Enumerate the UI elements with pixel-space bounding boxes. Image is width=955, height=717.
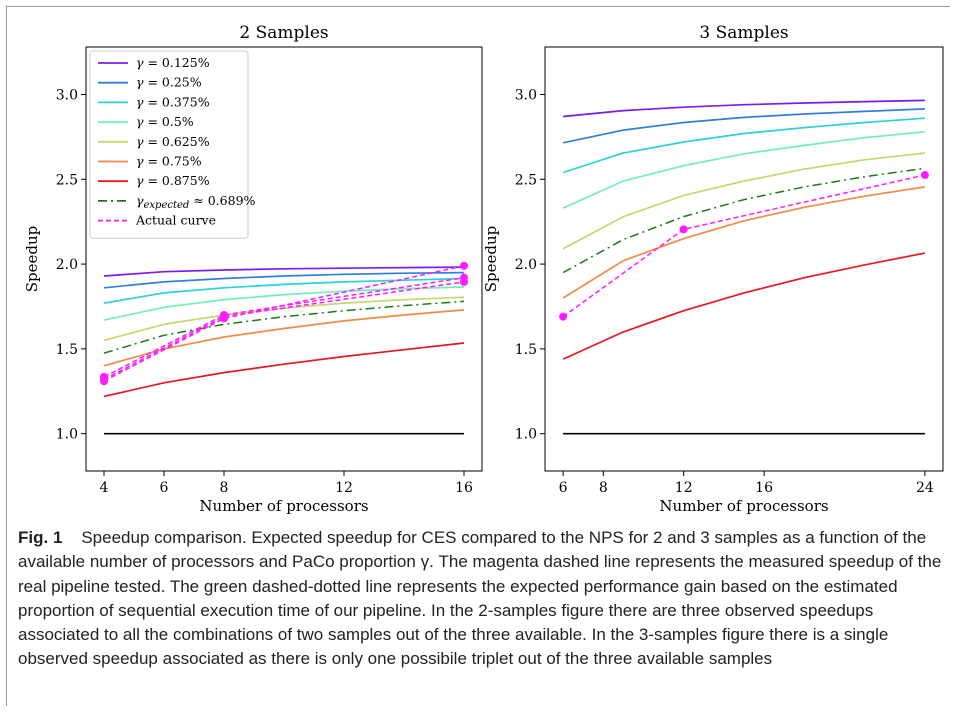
data-point bbox=[100, 375, 108, 384]
caption-text: Speedup comparison. Expected speedup for… bbox=[18, 528, 942, 669]
series-line bbox=[562, 174, 926, 318]
x-tick-label: 8 bbox=[220, 480, 229, 496]
legend-label: γ = 0.75% bbox=[136, 154, 202, 169]
x-axis-label: Number of processors bbox=[659, 497, 828, 515]
data-point bbox=[220, 312, 228, 321]
figure-charts: 2 Samples 4 6 8 12 16 1.0 1.5 2.0 2.5 3.0 Number of… bbox=[23, 23, 944, 515]
legend-label: γ = 0.25% bbox=[136, 75, 202, 90]
chart-title: 3 Samples bbox=[699, 23, 788, 43]
x-tick-label: 6 bbox=[559, 480, 568, 496]
x-tick-label: 16 bbox=[455, 480, 473, 496]
y-axis-label: Speedup bbox=[482, 226, 500, 293]
x-tick-label: 6 bbox=[160, 480, 169, 496]
chart-2: 3 Samples 6 8 12 16 24 1.0 1.5 2.0 2.5 3.0 Number o… bbox=[482, 23, 944, 515]
series-line bbox=[103, 281, 465, 381]
series-line bbox=[103, 300, 465, 354]
series-line bbox=[562, 117, 925, 174]
data-point bbox=[460, 277, 468, 286]
series-line bbox=[103, 286, 465, 321]
series-line bbox=[562, 252, 926, 360]
y-tick-label: 2.5 bbox=[56, 172, 78, 188]
series-line bbox=[103, 277, 465, 304]
legend-label: γ = 0.125% bbox=[136, 55, 210, 70]
series-line bbox=[562, 167, 926, 274]
legend-label: γ = 0.5% bbox=[136, 114, 194, 129]
y-tick-label: 1.5 bbox=[515, 342, 537, 358]
legend: γ = 0.125% γ = 0.25% γ = 0.375% γ = 0.5% γ =… bbox=[89, 50, 256, 239]
chart-title: 2 Samples bbox=[239, 23, 328, 43]
x-tick-label: 16 bbox=[755, 480, 773, 496]
legend-box bbox=[89, 50, 249, 239]
data-point bbox=[559, 312, 568, 321]
series-line bbox=[103, 342, 465, 398]
data-point bbox=[679, 225, 688, 234]
y-tick-label: 2.0 bbox=[515, 257, 537, 273]
series-line bbox=[563, 99, 925, 118]
series-line bbox=[103, 296, 465, 342]
legend-label: γ = 0.625% bbox=[136, 134, 210, 149]
x-tick-label: 12 bbox=[335, 480, 353, 496]
series-line bbox=[562, 186, 926, 299]
data-point bbox=[920, 171, 929, 180]
y-tick-label: 2.5 bbox=[515, 172, 537, 188]
y-tick-label: 1.0 bbox=[56, 427, 78, 443]
y-axis-label: Speedup bbox=[23, 226, 41, 293]
plot-frame bbox=[85, 46, 483, 472]
legend-label: Actual curve bbox=[135, 213, 216, 228]
x-axis-label: Number of processors bbox=[199, 497, 368, 515]
x-tick-label: 24 bbox=[916, 480, 934, 496]
legend-label: γ = 0.875% bbox=[136, 173, 210, 188]
caption-label: Fig. 1 bbox=[18, 528, 63, 547]
figure-frame bbox=[6, 6, 950, 706]
series-line bbox=[103, 271, 465, 289]
figure-caption: Fig. 1 Speedup comparison. Expected spee… bbox=[18, 526, 943, 672]
data-point bbox=[460, 261, 468, 270]
series-line bbox=[562, 130, 925, 209]
y-tick-label: 3.0 bbox=[515, 87, 537, 103]
x-tick-label: 12 bbox=[675, 480, 693, 496]
legend-label: γexpected ≈ 0.689% bbox=[136, 193, 256, 211]
x-tick-label: 4 bbox=[100, 480, 109, 496]
series-line bbox=[103, 276, 465, 378]
chart-1: 2 Samples 4 6 8 12 16 1.0 1.5 2.0 2.5 3.0 Number of… bbox=[23, 23, 483, 515]
y-tick-label: 1.5 bbox=[56, 342, 78, 358]
series-line bbox=[103, 265, 465, 382]
y-tick-label: 3.0 bbox=[56, 87, 78, 103]
plot-frame bbox=[544, 46, 944, 472]
series-line bbox=[103, 309, 465, 367]
series-line bbox=[562, 108, 925, 144]
series-line bbox=[103, 266, 465, 277]
y-tick-label: 2.0 bbox=[56, 257, 78, 273]
legend-label: γ = 0.375% bbox=[136, 94, 210, 109]
series-line bbox=[562, 152, 925, 250]
x-tick-label: 8 bbox=[599, 480, 608, 496]
y-tick-label: 1.0 bbox=[515, 427, 537, 443]
